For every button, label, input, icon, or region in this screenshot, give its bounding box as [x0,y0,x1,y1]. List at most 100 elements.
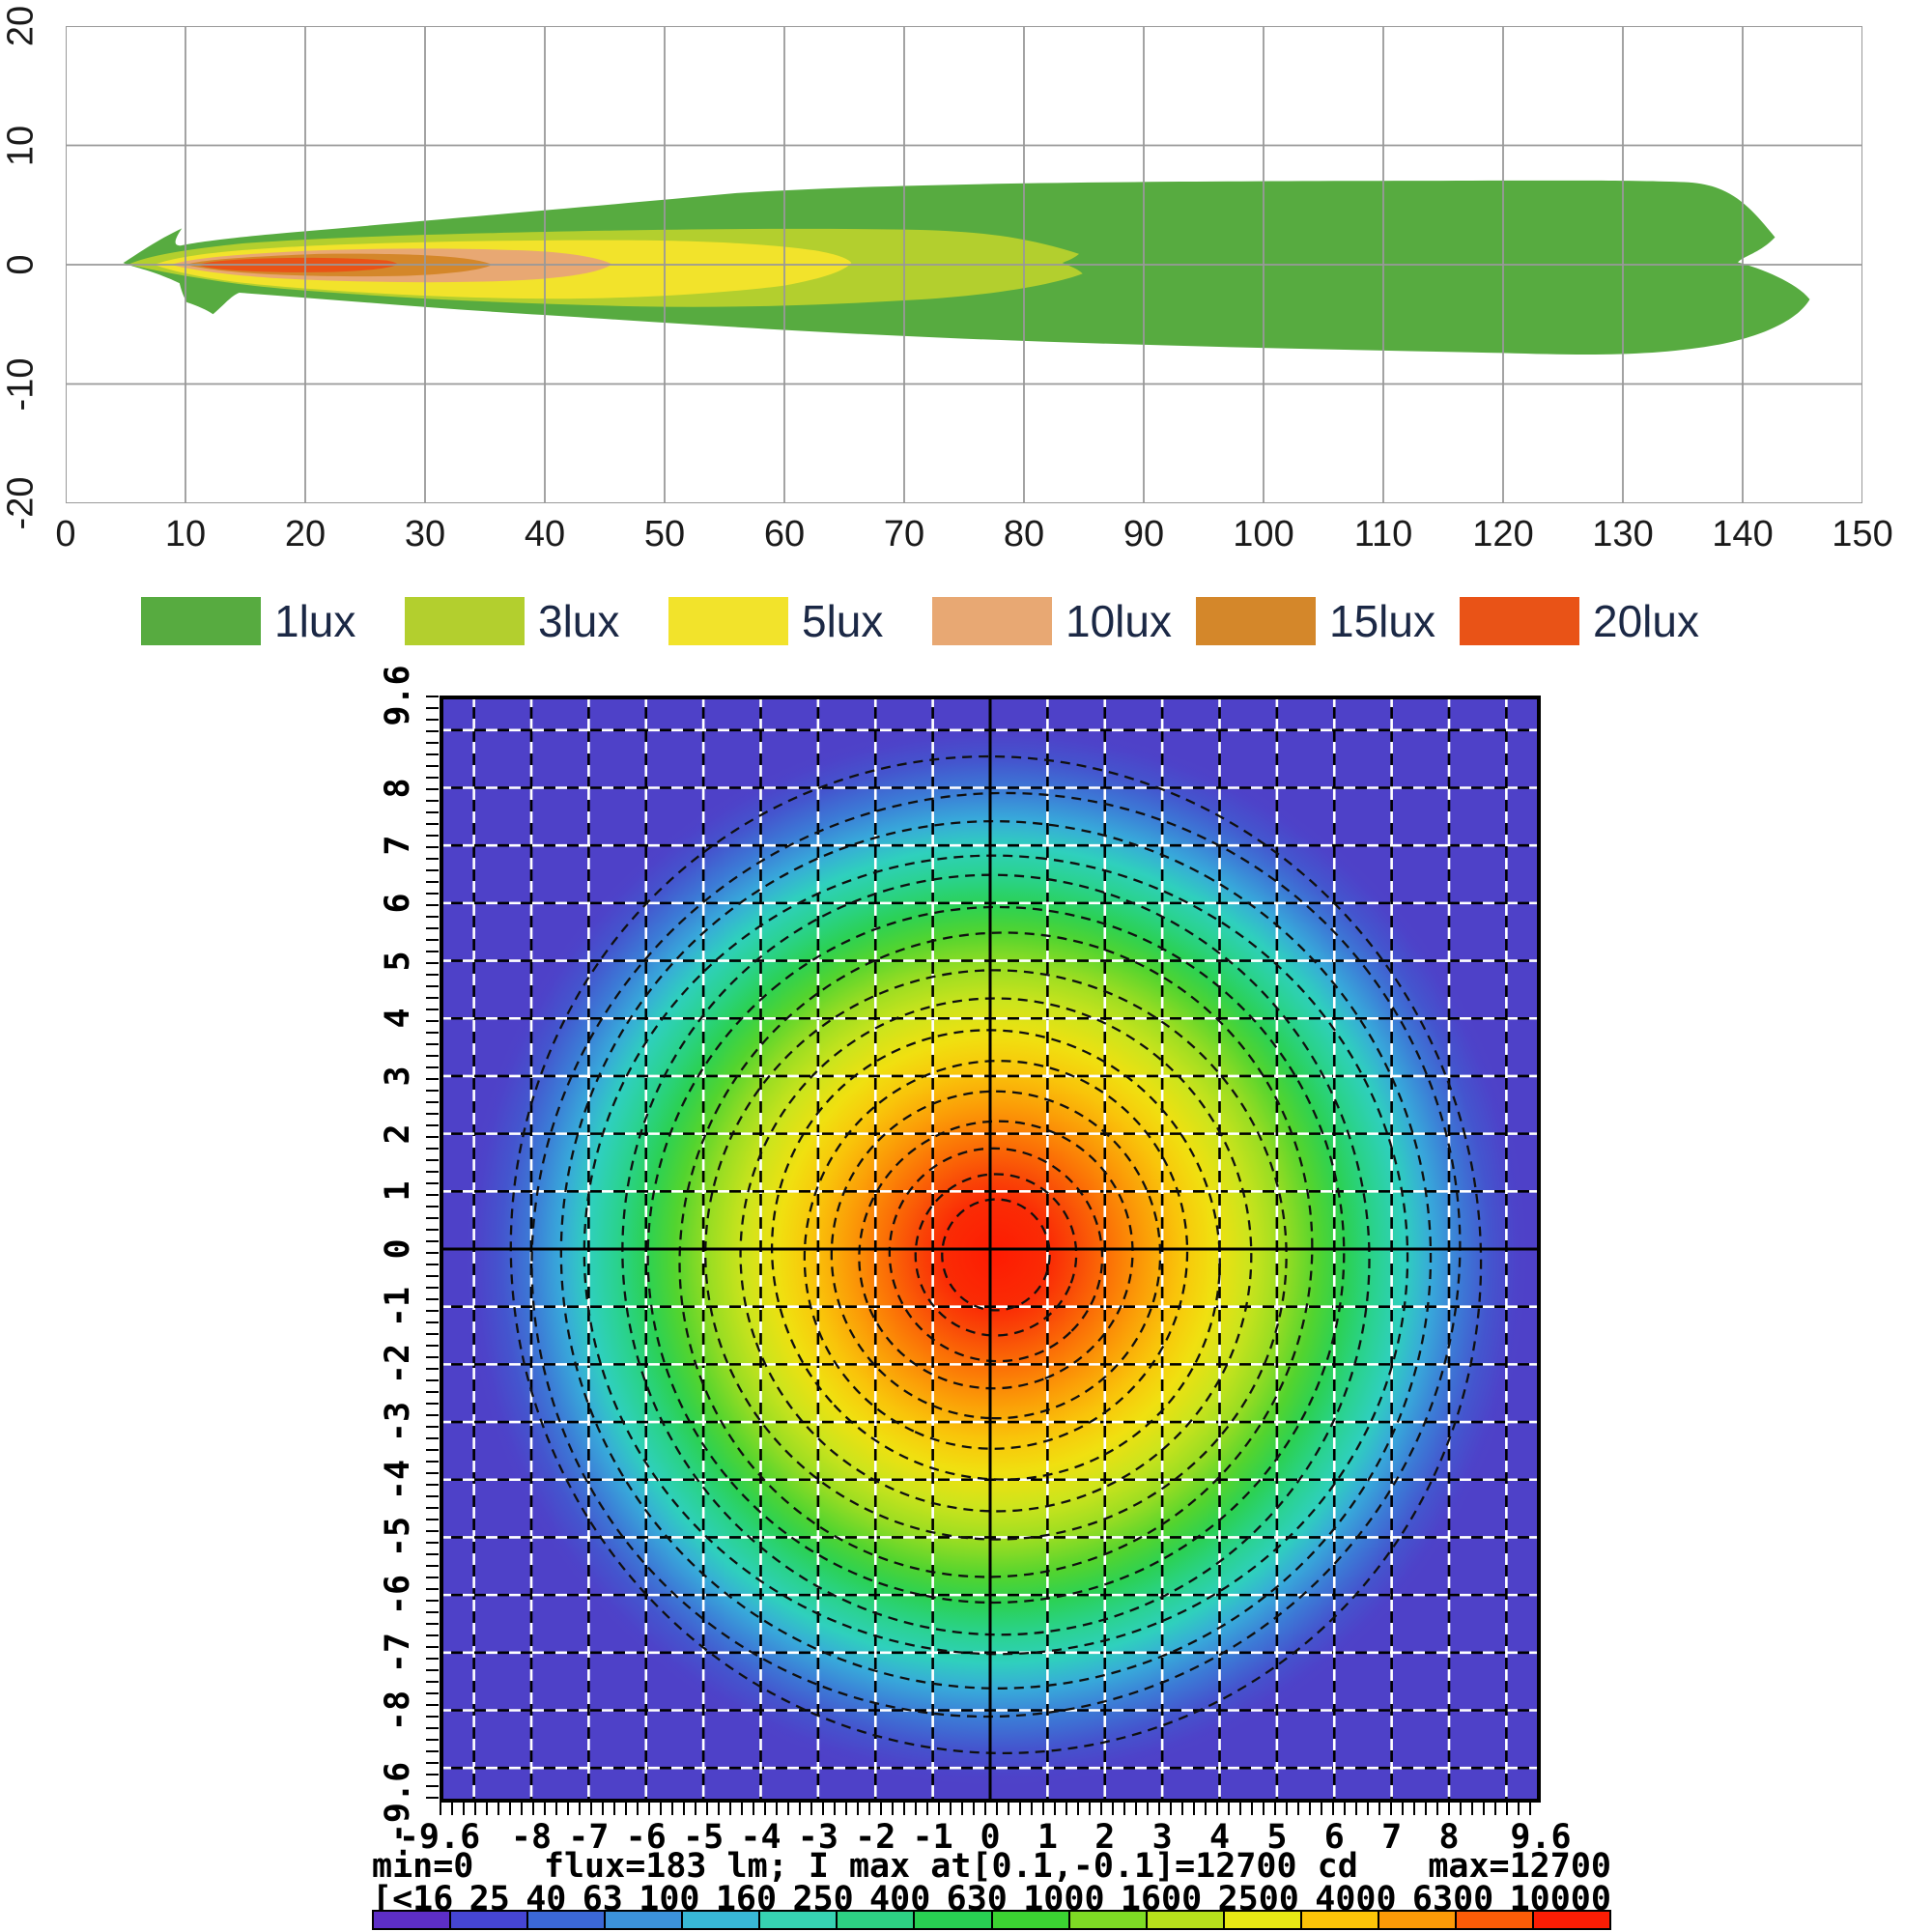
photometric-summary-row: min=0 flux=183 lm; I max at[0.1,-0.1]=12… [372,1847,1611,1886]
isolux-legend: 1lux 3lux 5lux 10lux 15lux 20lux [141,591,1723,651]
heatmap-x-tick-label: -1 [912,1818,953,1857]
heatmap-x-tick-label: -8 [510,1818,553,1857]
isocandela-heatmap-svg [440,696,1541,1803]
heatmap-y-tick-label: 8 [379,777,417,799]
min-value-text: min=0 [372,1847,474,1886]
candela-colorbar-segment [526,1912,605,1928]
heatmap-y-tick-label: 0 [379,1238,417,1260]
isolux-y-tick-label: 0 [0,254,42,275]
heatmap-x-tick-label: 1 [1037,1818,1058,1857]
heatmap-x-tick-label: -3 [797,1818,838,1857]
candela-colorbar-segment [681,1912,759,1928]
isolux-x-tick-label: 130 [1592,514,1654,554]
heatmap-y-tick-label: -8 [379,1690,417,1731]
isolux-x-tick-label: 140 [1712,514,1774,554]
heatmap-y-tick-label: 1 [379,1180,417,1202]
candela-colorbar-segment [1145,1912,1223,1928]
legend-swatch-5lux [668,597,788,645]
heatmap-bottom-tick-comb [440,1803,1541,1815]
heatmap-y-tick-label: 2 [379,1123,417,1145]
isolux-beam-svg [66,26,1862,503]
isolux-x-tick-label: 40 [524,514,566,554]
candela-colorbar-segment [990,1912,1068,1928]
candela-colorbar-segment [449,1912,527,1928]
legend-swatch-3lux [405,597,525,645]
heatmap-y-tick-label: -5 [379,1517,417,1558]
candela-colorbar-segment [1454,1912,1532,1928]
heatmap-frame [440,696,1541,1803]
legend-label-1lux: 1lux [274,596,356,646]
isolux-y-tick-label: -20 [0,476,42,530]
heatmap-x-tick-label: -6 [625,1818,667,1857]
heatmap-y-tick-label: 5 [379,951,417,972]
isolux-x-tick-label: 110 [1353,514,1413,554]
heatmap-x-tick-label: -4 [740,1818,781,1857]
isolux-x-tick-label: 120 [1472,514,1534,554]
candela-colorbar-segment [604,1912,682,1928]
heatmap-x-tick-label: 7 [1381,1818,1403,1857]
isolux-y-tick-label: -10 [0,357,42,411]
legend-item-20lux: 20lux [1460,591,1723,651]
heatmap-y-tick-label: 7 [379,835,417,856]
heatmap-y-tick-label: 6 [379,893,417,914]
legend-item-5lux: 5lux [668,591,932,651]
isolux-x-tick-label: 150 [1832,514,1893,554]
heatmap-y-tick-label: 3 [379,1065,417,1087]
heatmap-x-tick-label: 5 [1266,1818,1288,1857]
legend-label-3lux: 3lux [538,596,620,646]
legend-item-10lux: 10lux [932,591,1196,651]
isolux-contour-shapes [123,180,1810,355]
heatmap-y-tick-label: -6 [379,1575,417,1616]
heatmap-y-tick-label: -3 [379,1401,417,1443]
candela-colorbar-segment [1377,1912,1455,1928]
heatmap-x-tick-label: 9.6 [1510,1818,1572,1857]
candela-colorbar-segment [1299,1912,1378,1928]
max-value-text: max=12700 [1428,1847,1611,1886]
candela-colorbar-segment [1531,1912,1609,1928]
isolux-beam-chart [66,26,1862,503]
heatmap-x-tick-label: 6 [1323,1818,1345,1857]
isolux-x-tick-label: 100 [1233,514,1294,554]
heatmap-y-tick-label: -9.6 [379,1761,417,1844]
candela-colorbar-segment [836,1912,914,1928]
legend-swatch-10lux [932,597,1052,645]
heatmap-x-tick-label: -9.6 [398,1818,481,1857]
heatmap-x-tick-label: -7 [568,1818,610,1857]
heatmap-y-tick-label: 9.6 [379,665,417,726]
legend-label-20lux: 20lux [1593,596,1699,646]
candela-colorbar-segment [374,1912,450,1928]
isolux-x-tick-label: 30 [404,514,446,554]
legend-label-10lux: 10lux [1065,596,1172,646]
heatmap-y-tick-label: -2 [379,1344,417,1385]
heatmap-x-tick-label: -5 [683,1818,724,1857]
heatmap-y-tick-label: -7 [379,1632,417,1673]
isolux-gridlines [66,26,1862,503]
candela-colorbar [372,1910,1611,1930]
candela-colorbar-segment [1222,1912,1300,1928]
legend-item-3lux: 3lux [405,591,668,651]
candela-colorbar-segment [758,1912,837,1928]
legend-item-15lux: 15lux [1196,591,1460,651]
isolux-x-tick-label: 50 [643,514,686,554]
isolux-x-tick-label: 0 [55,514,76,554]
heatmap-x-tick-label: 2 [1094,1818,1116,1857]
isolux-x-tick-label: 10 [164,514,207,554]
flux-imax-text: flux=183 lm; I max at[0.1,-0.1]=12700 cd [543,1847,1358,1886]
legend-swatch-15lux [1196,597,1316,645]
isolux-x-tick-label: 70 [883,514,925,554]
heatmap-crosshair-axes [440,696,1541,1803]
candela-colorbar-segment [1067,1912,1146,1928]
legend-label-5lux: 5lux [802,596,884,646]
isolux-x-tick-label: 90 [1122,514,1165,554]
isolux-x-tick-label: 80 [1003,514,1045,554]
legend-label-15lux: 15lux [1329,596,1435,646]
heatmap-x-tick-label: 0 [980,1818,1001,1857]
heatmap-y-tick-label: -4 [379,1459,417,1500]
legend-item-1lux: 1lux [141,591,405,651]
isolux-x-tick-label: 60 [763,514,806,554]
heatmap-left-tick-comb [426,696,439,1803]
candela-colorbar-segment [913,1912,991,1928]
isolux-y-tick-label: 10 [0,125,42,166]
legend-swatch-1lux [141,597,261,645]
